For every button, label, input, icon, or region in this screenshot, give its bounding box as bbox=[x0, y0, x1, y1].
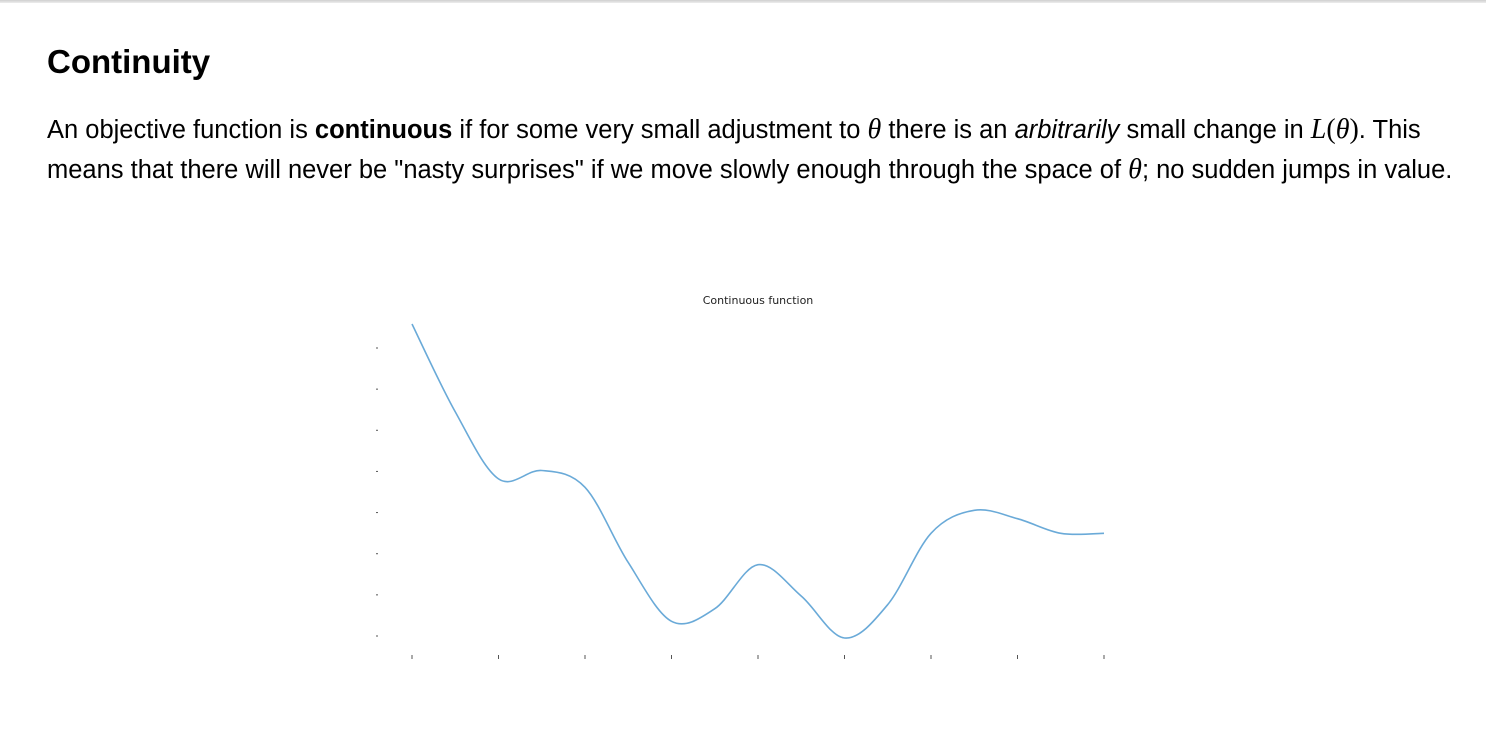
text-run: . This means that there will never be "n… bbox=[47, 116, 1421, 184]
theta-symbol: θ bbox=[867, 114, 882, 145]
top-divider bbox=[0, 0, 1486, 3]
chart-title: Continuous function bbox=[703, 294, 814, 307]
italic-term: arbitrarily bbox=[1014, 116, 1120, 144]
bold-term: continuous bbox=[314, 116, 453, 144]
paragraph: An objective function is continuous if f… bbox=[47, 110, 1467, 190]
function-curve bbox=[411, 323, 1105, 639]
x-axis-ticks bbox=[411, 655, 1105, 659]
text-run: there is an bbox=[881, 116, 1015, 144]
text-run: ; no sudden jumps in value. bbox=[1141, 156, 1453, 184]
paren-open: ( bbox=[1326, 114, 1336, 145]
text-run: if for some very small adjustment to bbox=[452, 116, 868, 144]
theta-symbol: θ bbox=[1128, 154, 1142, 185]
text-run: An objective function is bbox=[47, 116, 315, 144]
y-axis-ticks bbox=[376, 347, 378, 637]
loss-symbol: L bbox=[1310, 114, 1327, 145]
theta-symbol: θ bbox=[1335, 114, 1350, 145]
section-title: Continuity bbox=[47, 43, 211, 80]
text-run: small change in bbox=[1119, 116, 1311, 144]
paren-close: ) bbox=[1349, 114, 1359, 145]
